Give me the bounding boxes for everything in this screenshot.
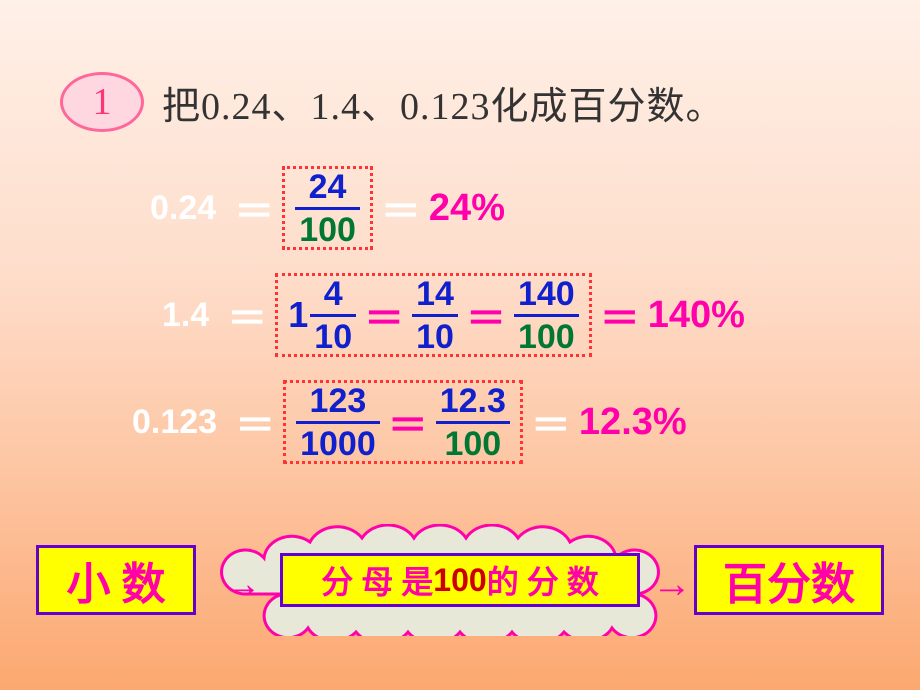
eq1-denominator: 100	[295, 213, 360, 247]
eq2-mixed-frac: 4 10	[310, 277, 356, 354]
fraction-bar	[514, 314, 579, 317]
eq1-percent: 24%	[429, 187, 505, 230]
equation-2: 1.4 ＝ 1 4 10 ＝ 14 10 ＝ 140 100	[162, 275, 745, 355]
equal-sign-pink: ＝	[364, 286, 404, 344]
eq2-mixed-fraction: 1 4 10	[288, 277, 356, 354]
flow-diagram: 小 数 → 分 母 是 100 的 分 数 → 百分数	[36, 530, 884, 630]
eq2-whole: 1	[288, 294, 308, 336]
eq2-f3-den: 100	[514, 320, 579, 354]
equation-3: 0.123 ＝ 123 1000 ＝ 12.3 100 ＝ 12.3%	[132, 382, 687, 462]
title-text: 把0.24、1.4、0.123化成百分数。	[162, 75, 725, 130]
question-number-bubble: 1	[60, 72, 144, 132]
eq2-mixed-den: 10	[310, 320, 356, 354]
eq3-fraction-1: 123 1000	[296, 384, 380, 461]
eq1-fraction: 24 100	[295, 170, 360, 247]
eq2-f3-num: 140	[514, 277, 579, 311]
eq3-f2-den: 100	[440, 427, 505, 461]
eq3-fraction-2: 12.3 100	[436, 384, 510, 461]
equal-sign-pink: ＝	[388, 393, 428, 451]
flow-box-percent: 百分数	[694, 545, 884, 615]
eq3-f1-num: 123	[306, 384, 371, 418]
eq3-f2-num: 12.3	[436, 384, 510, 418]
fraction-bar	[310, 314, 356, 317]
arrow-icon: →	[652, 560, 692, 607]
eq3-f1-den: 1000	[296, 427, 380, 461]
fraction-bar	[296, 421, 380, 424]
eq2-percent: 140%	[648, 294, 745, 337]
title-row: 1 把0.24、1.4、0.123化成百分数。	[60, 72, 725, 132]
fraction-bar	[412, 314, 458, 317]
slide-root: 1 把0.24、1.4、0.123化成百分数。 0.24 ＝ 24 100 ＝ …	[0, 0, 920, 690]
equation-1: 0.24 ＝ 24 100 ＝ 24%	[150, 168, 505, 248]
eq2-fraction-3: 140 100	[514, 277, 579, 354]
eq2-fraction-2: 14 10	[412, 277, 458, 354]
equal-sign: ＝	[227, 286, 267, 344]
flow-left-label: 小 数	[67, 548, 166, 612]
eq2-mixed-num: 4	[320, 277, 347, 311]
eq3-decimal: 0.123	[132, 403, 217, 442]
equal-sign: ＝	[235, 393, 275, 451]
flow-right-label: 百分数	[723, 548, 855, 612]
eq1-numerator: 24	[305, 170, 351, 204]
fraction-bar	[295, 207, 360, 210]
flow-box-decimal: 小 数	[36, 545, 196, 615]
equal-sign-pink: ＝	[466, 286, 506, 344]
eq2-decimal: 1.4	[162, 296, 209, 335]
flow-mid-prefix: 分 母 是	[321, 557, 433, 603]
eq3-percent: 12.3%	[579, 401, 687, 444]
equal-sign: ＝	[531, 393, 571, 451]
question-number: 1	[93, 80, 112, 124]
flow-box-fraction: 分 母 是 100 的 分 数	[280, 553, 640, 607]
equal-sign-pink: ＝	[600, 286, 640, 344]
arrow-icon: →	[222, 560, 262, 607]
eq2-f2-den: 10	[412, 320, 458, 354]
eq2-f2-num: 14	[412, 277, 458, 311]
flow-mid-hundred: 100	[433, 562, 486, 599]
flow-mid-suffix: 的 分 数	[487, 557, 599, 603]
equal-sign: ＝	[234, 179, 274, 237]
fraction-bar	[436, 421, 510, 424]
eq2-fraction-box: 1 4 10 ＝ 14 10 ＝ 140 100	[275, 273, 591, 357]
eq3-fraction-box: 123 1000 ＝ 12.3 100	[283, 380, 523, 464]
eq1-decimal: 0.24	[150, 189, 216, 228]
eq1-fraction-box: 24 100	[282, 166, 373, 250]
equal-sign: ＝	[381, 179, 421, 237]
